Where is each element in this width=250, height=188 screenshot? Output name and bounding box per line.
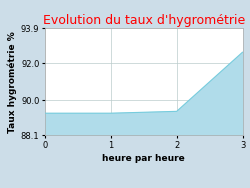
Y-axis label: Taux hygrométrie %: Taux hygrométrie % xyxy=(7,31,17,133)
Title: Evolution du taux d'hygrométrie: Evolution du taux d'hygrométrie xyxy=(42,14,245,27)
X-axis label: heure par heure: heure par heure xyxy=(102,154,185,163)
